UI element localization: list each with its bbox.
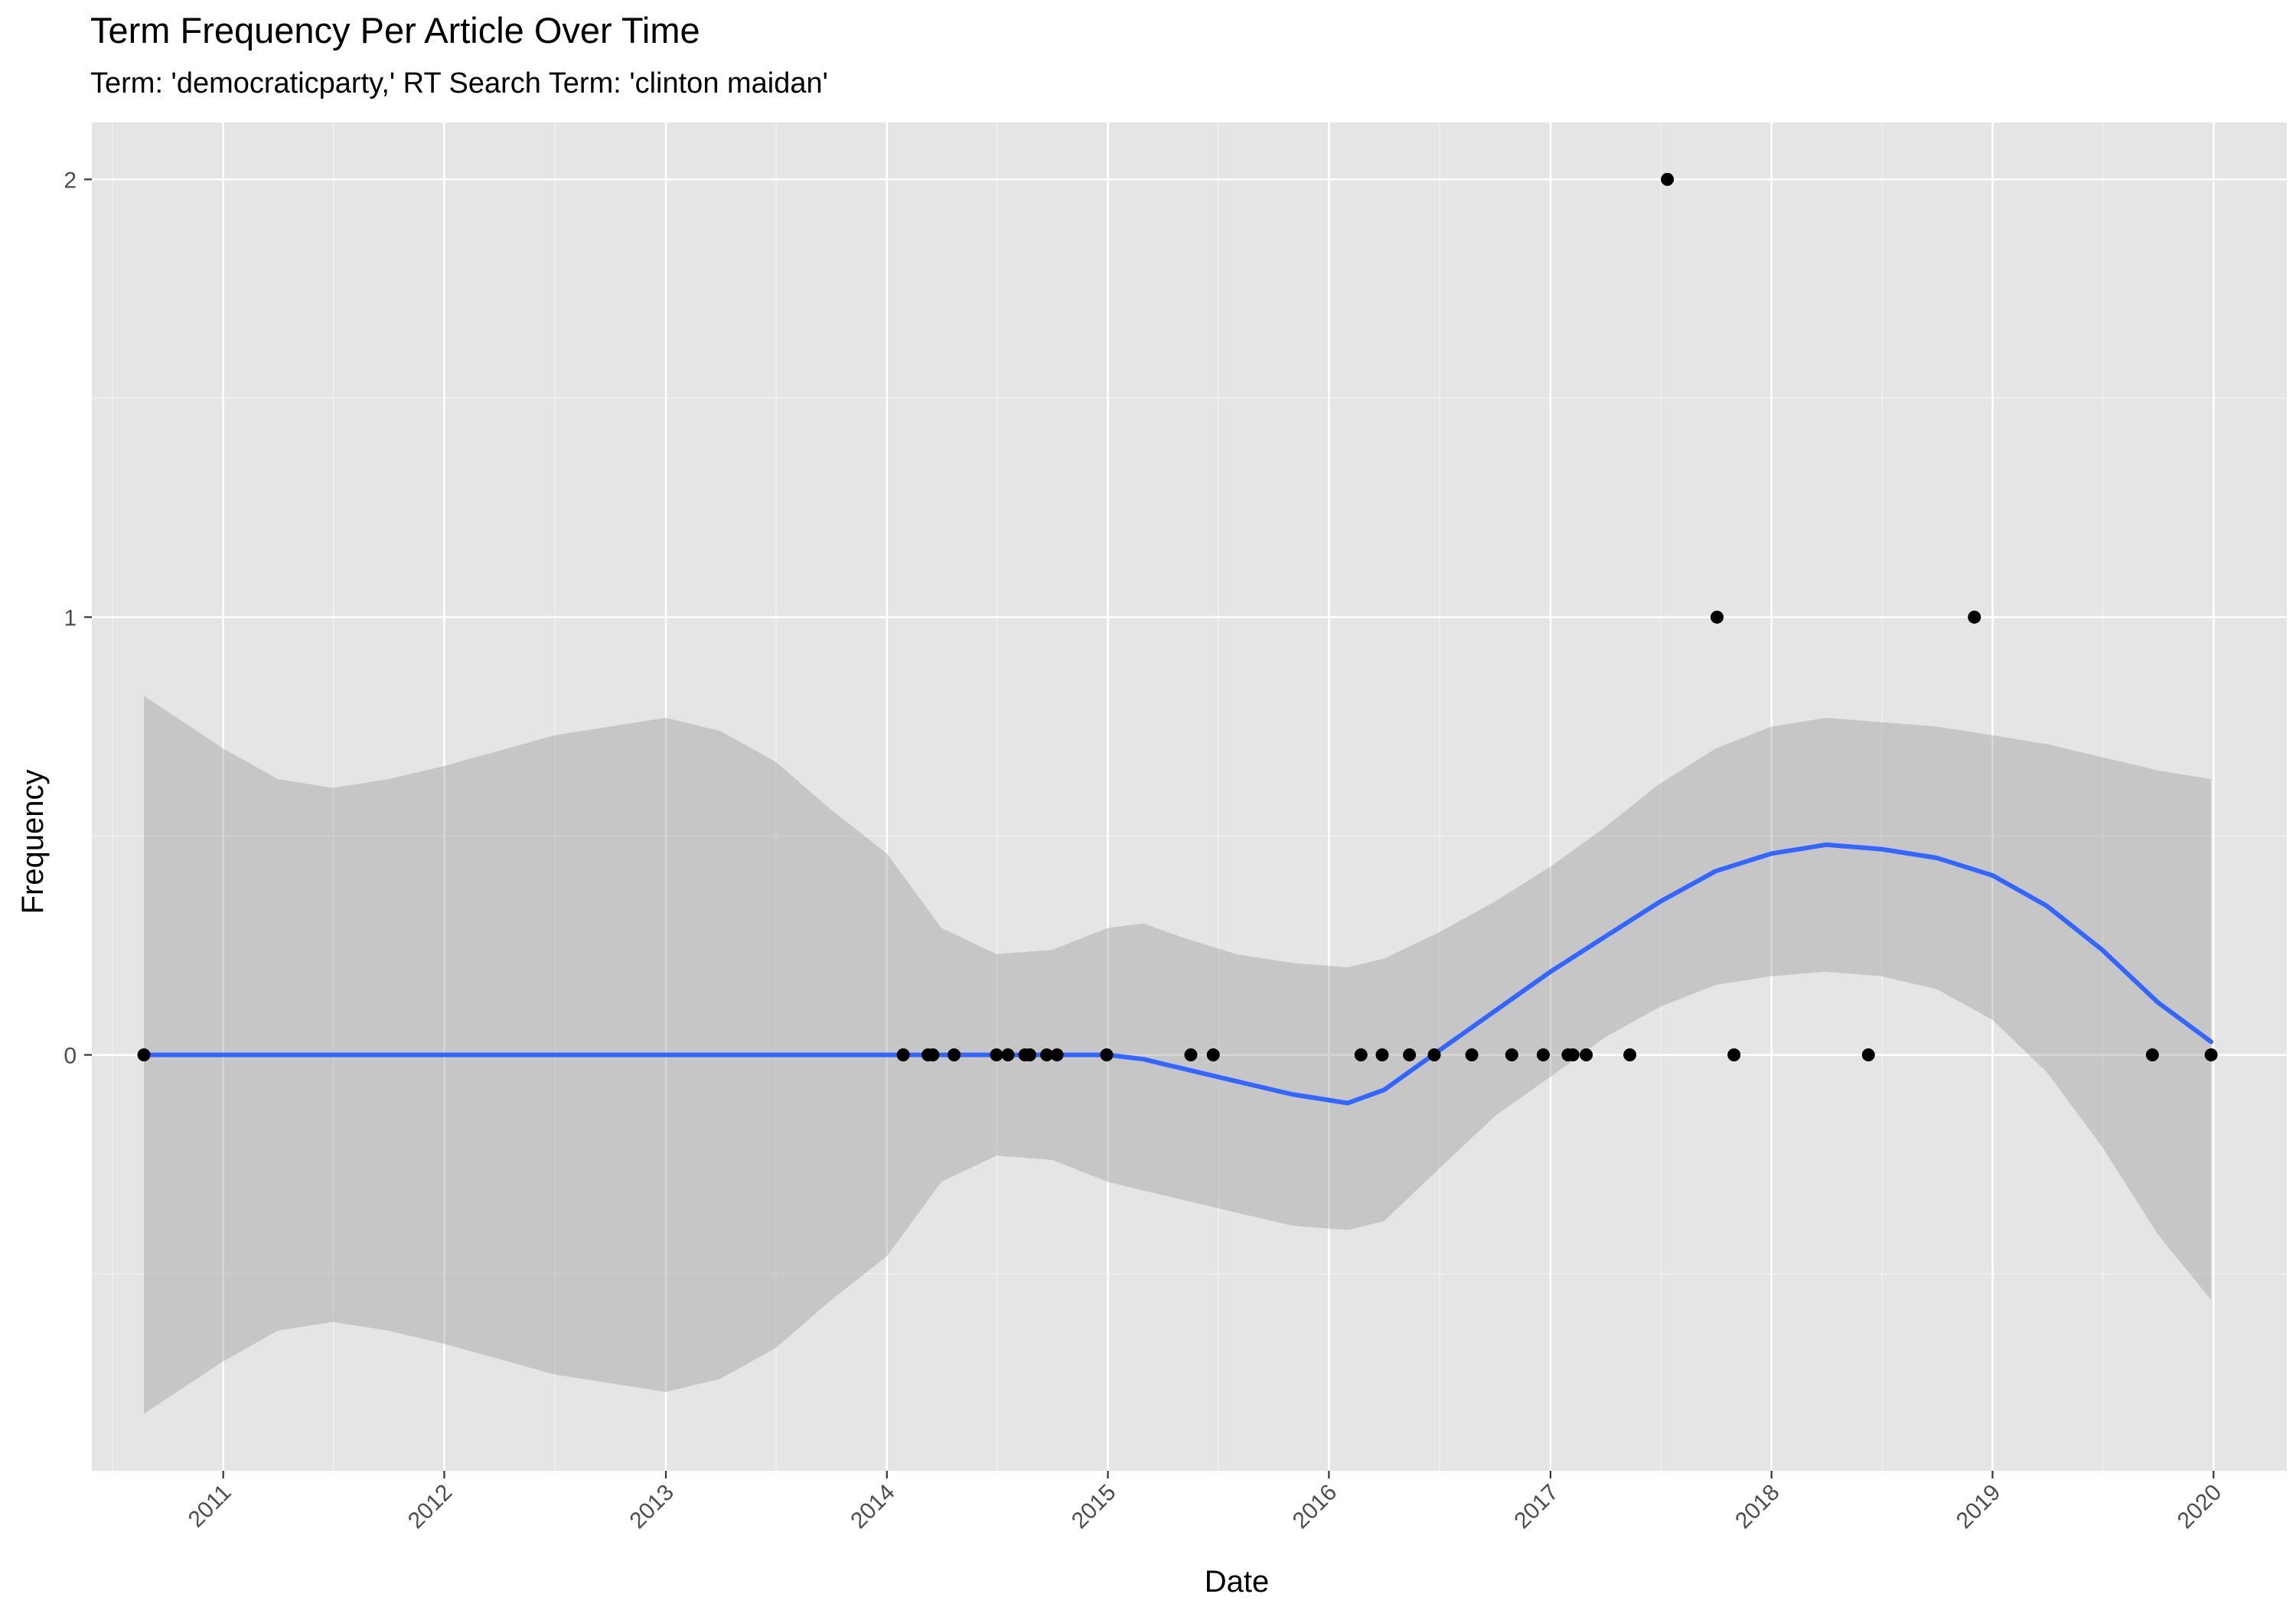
y-tick-label: 0 xyxy=(64,1044,77,1069)
data-point xyxy=(1623,1048,1637,1062)
confidence-band xyxy=(144,696,2212,1414)
data-point xyxy=(2204,1048,2218,1062)
data-point xyxy=(1100,1048,1114,1062)
data-point xyxy=(1375,1048,1389,1062)
x-axis: 2011 2012 2013 2014 2015 2016 2017 2018 2019 2020 xyxy=(184,1471,2227,1534)
plot-panel xyxy=(92,122,2287,1471)
data-point xyxy=(1001,1048,1015,1062)
data-point xyxy=(1023,1048,1037,1062)
data-point xyxy=(1580,1048,1593,1062)
data-point xyxy=(1505,1048,1518,1062)
chart-subtitle: Term: 'democraticparty,' RT Search Term:… xyxy=(90,67,828,99)
data-point xyxy=(1354,1048,1368,1062)
data-point xyxy=(1050,1048,1064,1062)
data-point xyxy=(1427,1048,1441,1062)
data-points xyxy=(137,172,2218,1062)
grid-minor xyxy=(92,122,2287,1471)
smooth-line xyxy=(142,842,2214,1106)
data-point xyxy=(1661,172,1675,186)
y-axis-title: Frequency xyxy=(16,770,50,914)
data-point xyxy=(926,1048,940,1062)
x-tick-label: 2019 xyxy=(1952,1480,2006,1534)
x-tick-label: 2013 xyxy=(625,1480,679,1534)
data-point xyxy=(1184,1048,1198,1062)
data-point xyxy=(990,1048,1003,1062)
x-tick-label: 2018 xyxy=(1730,1480,1785,1534)
data-point xyxy=(1566,1048,1580,1062)
data-point xyxy=(1861,1048,1875,1062)
data-point xyxy=(2145,1048,2159,1062)
x-tick-label: 2017 xyxy=(1509,1480,1564,1534)
x-tick-label: 2020 xyxy=(2173,1480,2227,1534)
x-tick-label: 2014 xyxy=(846,1480,900,1534)
data-point xyxy=(1040,1048,1054,1062)
x-tick-label: 2015 xyxy=(1067,1480,1121,1534)
data-point xyxy=(896,1048,910,1062)
x-tick-label: 2011 xyxy=(184,1480,236,1533)
data-point xyxy=(137,1048,151,1062)
x-axis-title: Date xyxy=(1205,1565,1270,1599)
y-axis: 0 1 2 xyxy=(64,168,92,1069)
data-point xyxy=(1711,610,1724,624)
data-point xyxy=(1206,1048,1220,1062)
x-tick-label: 2016 xyxy=(1288,1480,1342,1534)
y-tick-label: 1 xyxy=(64,605,77,631)
data-point xyxy=(947,1048,961,1062)
x-tick-label: 2012 xyxy=(403,1480,458,1534)
data-point xyxy=(1465,1048,1479,1062)
data-point xyxy=(1727,1048,1741,1062)
chart-title: Term Frequency Per Article Over Time xyxy=(90,10,700,51)
y-tick-label: 2 xyxy=(64,168,77,193)
data-point xyxy=(1403,1048,1417,1062)
data-point xyxy=(1968,610,1981,624)
data-point xyxy=(1536,1048,1550,1062)
